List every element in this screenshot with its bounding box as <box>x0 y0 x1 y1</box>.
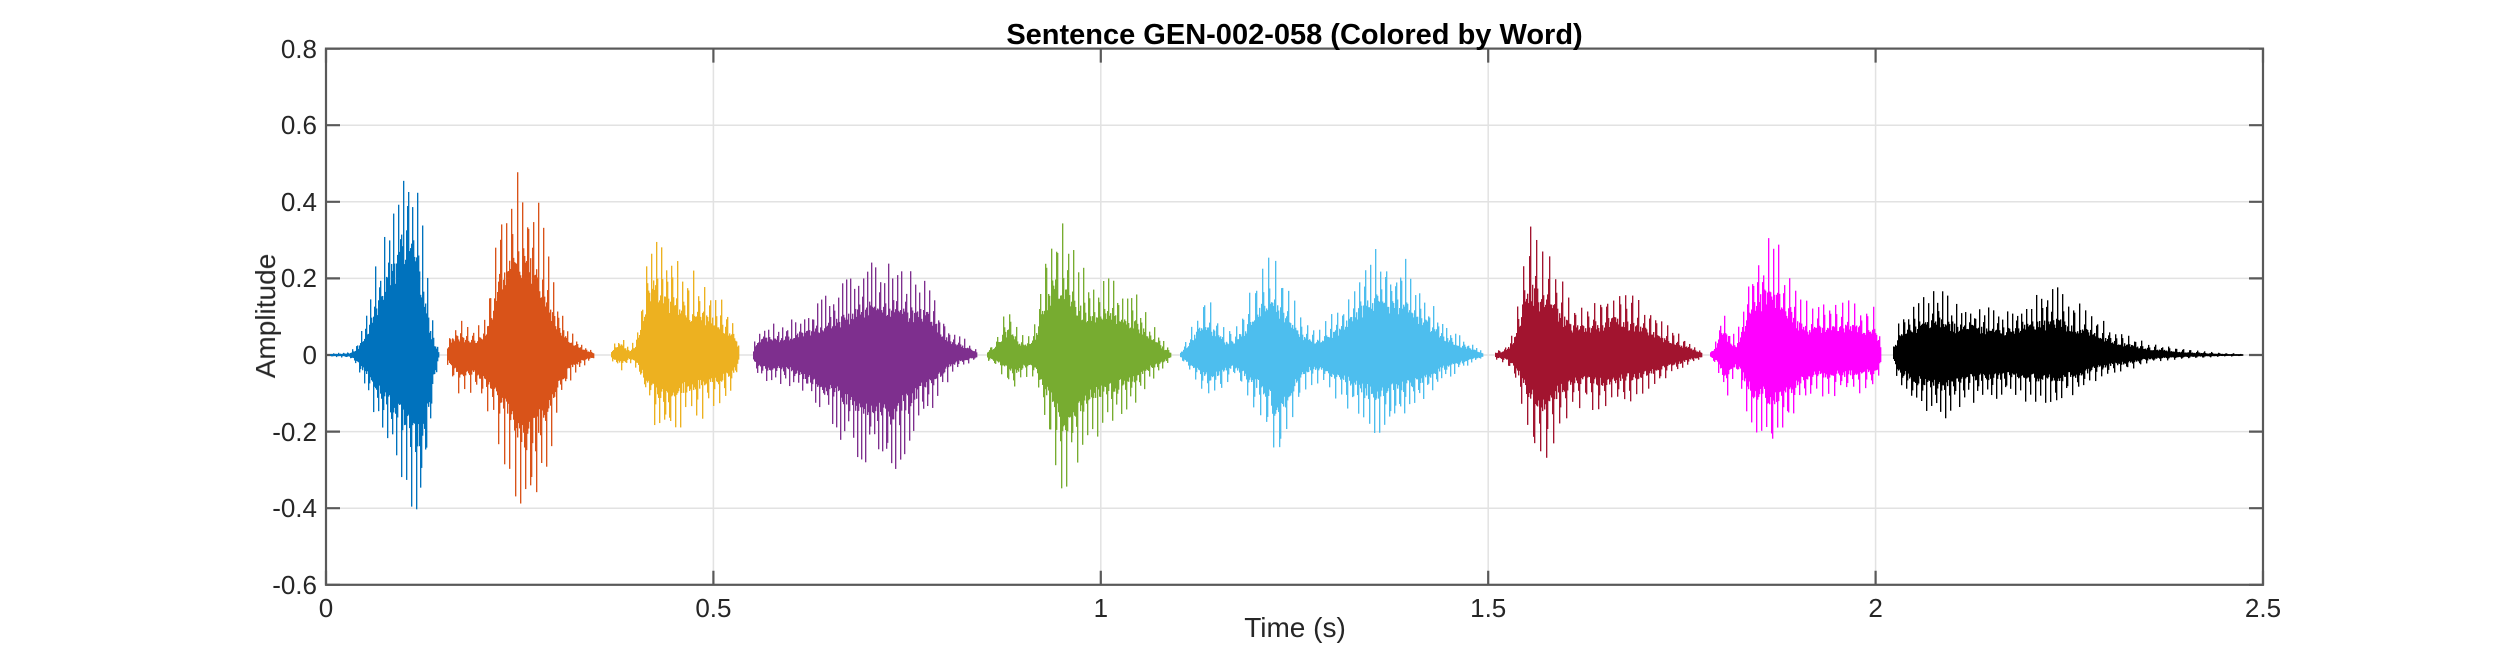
y-tick-label: 0.8 <box>280 33 317 64</box>
x-tick-label: 2.5 <box>2244 593 2282 623</box>
plot-title: Sentence GEN-002-058 (Colored by Word) <box>1006 19 1583 51</box>
y-tick-label: 0.2 <box>280 263 317 294</box>
y-tick-label: -0.6 <box>272 569 317 600</box>
y-tick-label: -0.2 <box>272 416 317 447</box>
x-tick-label: 1 <box>1093 593 1109 623</box>
x-tick-label: 0.5 <box>695 593 732 623</box>
x-tick-label: 2 <box>1868 593 1883 623</box>
y-tick-label: -0.4 <box>272 493 317 524</box>
y-tick-label: 0.4 <box>280 186 317 217</box>
x-tick-label: 1.5 <box>1470 593 1507 623</box>
y-tick-label: 0.6 <box>280 110 317 141</box>
y-tick-label: 0 <box>302 340 317 370</box>
x-tick-label: 0 <box>318 593 334 623</box>
x-axis-label: Time (s) <box>1244 612 1346 643</box>
